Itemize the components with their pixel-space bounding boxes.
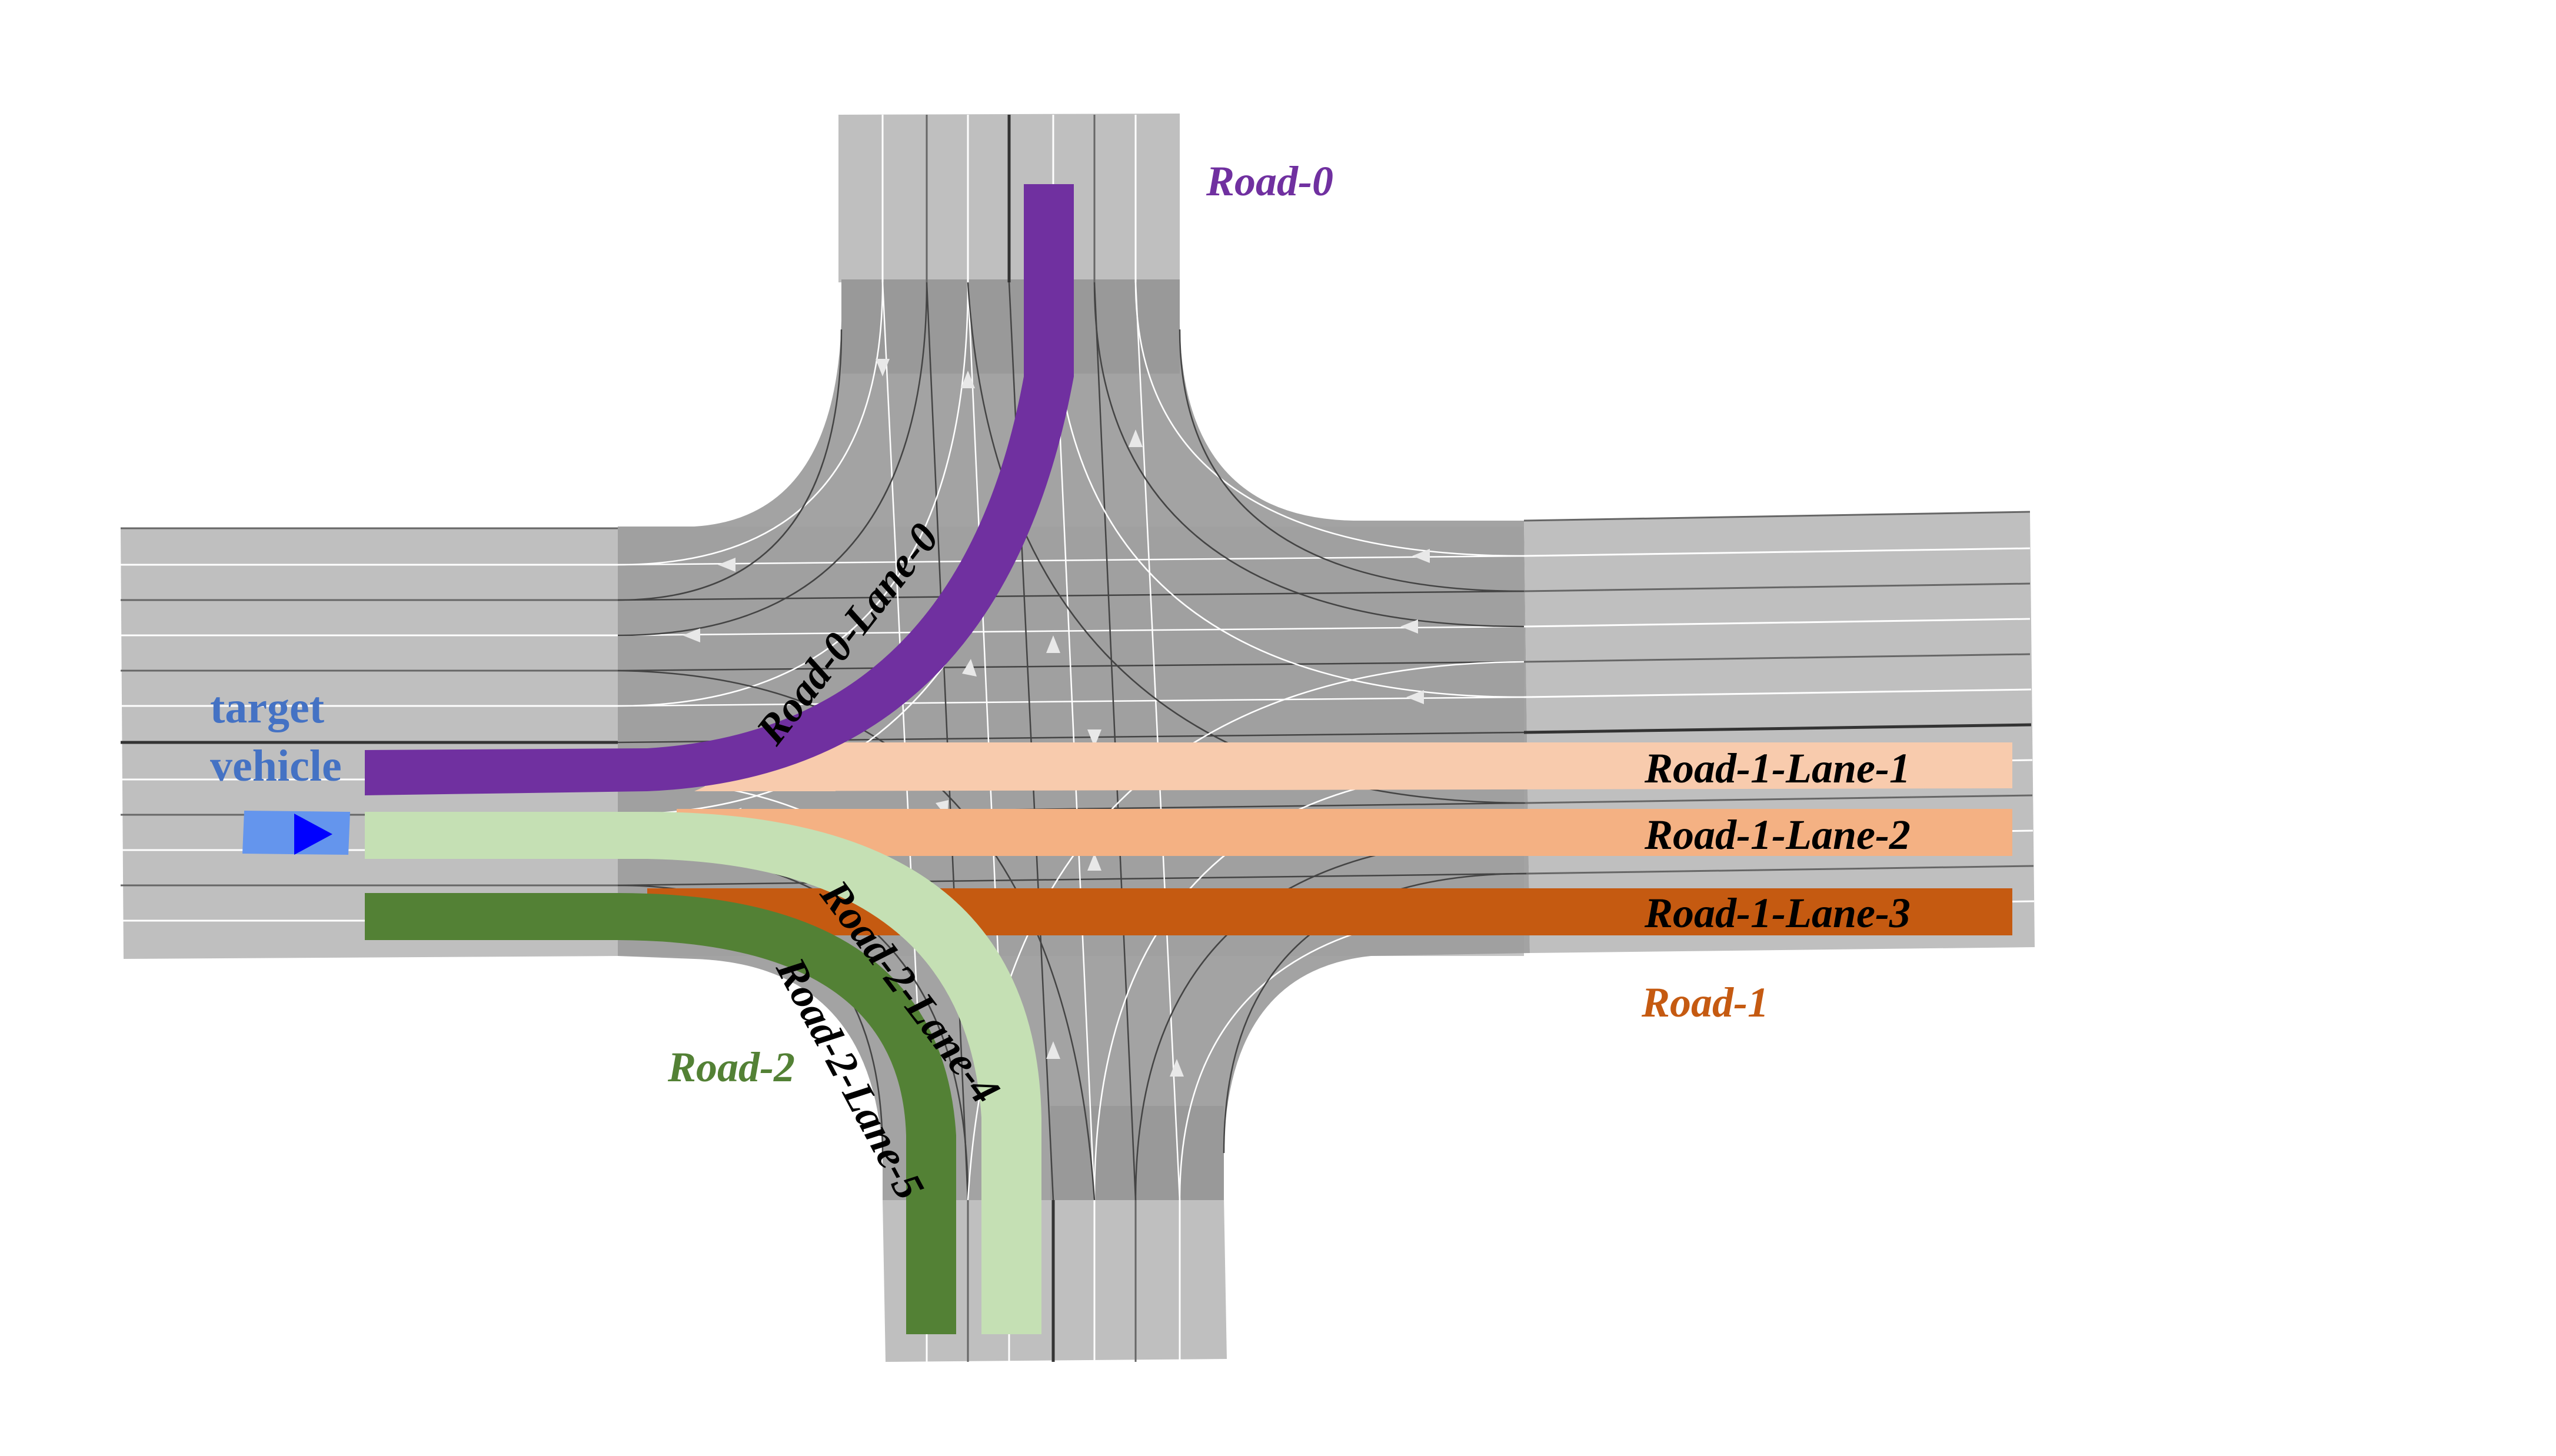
road-1-lane-3-label: Road-1-Lane-3: [1644, 889, 1911, 937]
arrow-icon: [718, 558, 735, 572]
arrow-icon: [1170, 1059, 1184, 1077]
road-2-label: Road-2: [667, 1044, 795, 1091]
road-0-label: Road-0: [1206, 158, 1333, 205]
arrow-icon: [1046, 635, 1060, 653]
target-label-line-2: vehicle: [210, 741, 342, 791]
arrow-icon: [1046, 1041, 1060, 1059]
arrow-icon: [1400, 619, 1418, 634]
road-1-lane-3-band: [647, 888, 2012, 935]
road-2-lane-5-band: [365, 893, 956, 1334]
target-vehicle: [242, 811, 350, 855]
arrow-icon: [962, 659, 977, 677]
road-1-lane-1-label: Road-1-Lane-1: [1644, 745, 1911, 792]
vehicle-arrow-icon: [294, 814, 332, 855]
road-1-lane-2-label: Road-1-Lane-2: [1644, 811, 1911, 858]
arrow-icon: [1087, 853, 1101, 871]
arrow-icon: [1087, 729, 1101, 747]
road-1-lane-2-band: [677, 809, 2012, 856]
target-label-line-1: target: [210, 683, 324, 732]
arrow-icon: [1129, 429, 1143, 447]
arrow-icon: [1406, 690, 1424, 704]
road-1-label: Road-1: [1641, 979, 1769, 1026]
arrow-icon: [961, 371, 975, 388]
highlighted-lanes: [365, 184, 2012, 1334]
arrow-icon: [683, 628, 700, 642]
arrow-icon: [876, 359, 890, 377]
arrow-icon: [1412, 549, 1430, 563]
road-1-lane-1-band: [706, 742, 2012, 791]
